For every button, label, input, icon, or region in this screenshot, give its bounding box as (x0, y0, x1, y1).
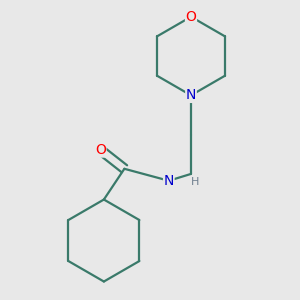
Text: O: O (95, 143, 106, 157)
Text: O: O (186, 10, 196, 24)
Text: H: H (191, 178, 200, 188)
Text: N: N (186, 88, 196, 102)
Text: N: N (164, 174, 174, 188)
